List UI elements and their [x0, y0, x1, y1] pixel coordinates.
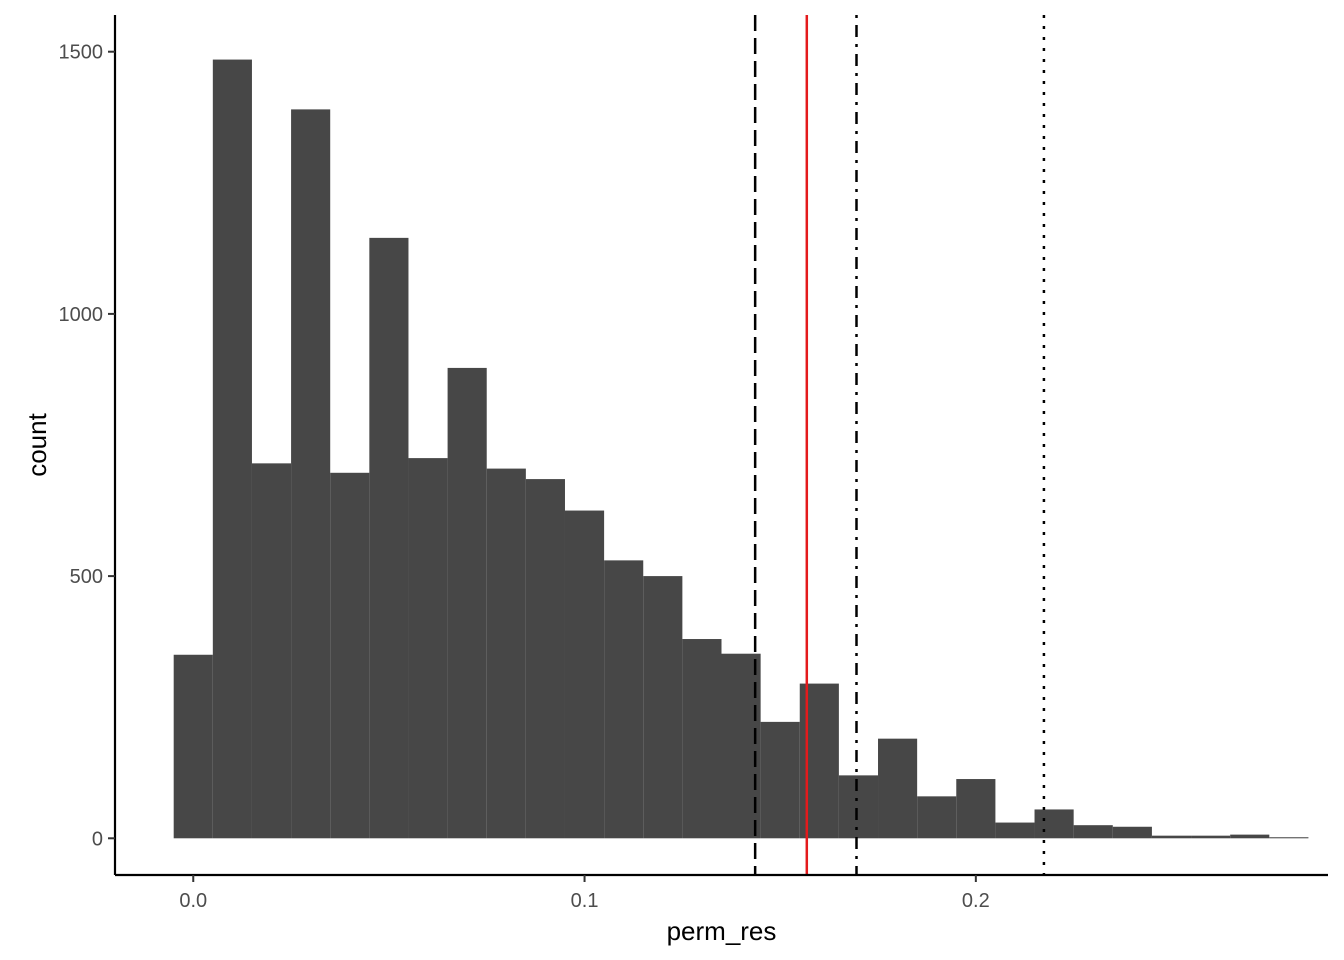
histogram-bar: [330, 472, 370, 839]
histogram-bar: [956, 779, 996, 839]
histogram-bar: [878, 738, 918, 839]
x-tick-label: 0.1: [571, 890, 599, 912]
x-tick-label: 0.2: [962, 890, 990, 912]
y-tick-label: 1000: [59, 304, 104, 326]
y-tick-label: 500: [70, 566, 103, 588]
histogram-bar: [682, 639, 722, 839]
histogram-bar: [1151, 835, 1192, 839]
histogram-bar: [564, 510, 605, 839]
histogram-bar: [995, 822, 1035, 839]
y-tick-label: 1500: [59, 42, 104, 64]
histogram-bar: [525, 479, 565, 839]
histogram-bar: [447, 367, 487, 839]
histogram-bar: [1230, 834, 1270, 839]
histogram-bar: [1034, 809, 1074, 839]
histogram-bar: [1191, 835, 1231, 839]
histogram-bar: [212, 59, 252, 839]
reference-lines: [753, 15, 1046, 875]
histogram-bars: [173, 59, 1309, 839]
histogram-bar: [604, 560, 644, 839]
histogram-bar: [369, 237, 409, 839]
y-tick-label: 0: [92, 828, 103, 850]
y-axis-title: count: [22, 412, 52, 476]
histogram-bar: [838, 775, 879, 839]
histogram-bar: [173, 654, 213, 839]
histogram-bar: [1269, 837, 1309, 839]
histogram-bar: [760, 721, 800, 839]
histogram-bar: [408, 458, 448, 839]
histogram-bar: [486, 468, 526, 839]
histogram-bar: [643, 576, 683, 839]
axes: 0 500 1000 1500 0.0 0.1 0.2: [59, 15, 1328, 912]
histogram-bar: [1073, 825, 1113, 839]
histogram-bar: [1112, 826, 1152, 839]
histogram-bar: [291, 109, 331, 839]
x-tick-label: 0.0: [179, 890, 207, 912]
histogram-bar: [251, 463, 292, 839]
x-axis-title: perm_res: [667, 916, 777, 946]
histogram-bar: [917, 796, 957, 839]
